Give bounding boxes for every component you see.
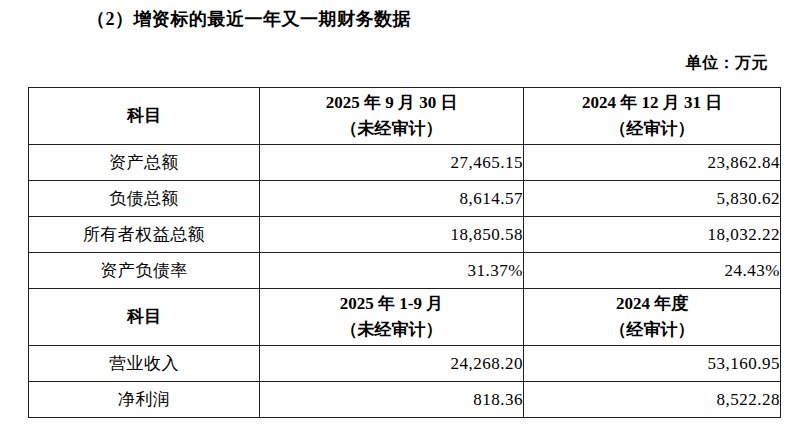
row-label: 负债总额 xyxy=(29,181,260,217)
value-current: 8,614.57 xyxy=(260,181,524,217)
value-prior: 53,160.95 xyxy=(524,346,781,382)
value-prior: 8,522.28 xyxy=(524,382,781,418)
value-prior: 23,862.84 xyxy=(524,145,781,181)
document-page: （2）增资标的最近一年又一期财务数据 单位：万元 科目 2025 年 9 月 3… xyxy=(0,0,800,434)
header-cell-subject: 科目 xyxy=(29,289,260,346)
value-current: 24,268.20 xyxy=(260,346,524,382)
row-label: 资产总额 xyxy=(29,145,260,181)
header-period-current-audit-status: （未经审计） xyxy=(260,116,523,142)
table-row-owners-equity: 所有者权益总额 18,850.58 18,032.22 xyxy=(29,217,781,253)
header-cell-period-prior: 2024 年 12 月 31 日 （经审计） xyxy=(524,88,781,145)
value-prior: 5,830.62 xyxy=(524,181,781,217)
section-heading: （2）增资标的最近一年又一期财务数据 xyxy=(87,7,411,31)
table-row-debt-ratio: 资产负债率 31.37% 24.43% xyxy=(29,253,781,289)
header-period-current-date: 2025 年 9 月 30 日 xyxy=(260,90,523,116)
value-current: 18,850.58 xyxy=(260,217,524,253)
value-prior: 18,032.22 xyxy=(524,217,781,253)
header-cell-period-prior: 2024 年度 （经审计） xyxy=(524,289,781,346)
header-period-prior-date: 2024 年度 xyxy=(524,291,780,317)
table-header-row-income: 科目 2025 年 1-9 月 （未经审计） 2024 年度 （经审计） xyxy=(29,289,781,346)
header-cell-period-current: 2025 年 1-9 月 （未经审计） xyxy=(260,289,524,346)
table-row-total-liabilities: 负债总额 8,614.57 5,830.62 xyxy=(29,181,781,217)
header-cell-subject: 科目 xyxy=(29,88,260,145)
header-period-prior-date: 2024 年 12 月 31 日 xyxy=(524,90,780,116)
value-current: 31.37% xyxy=(260,253,524,289)
header-period-current-audit-status: （未经审计） xyxy=(260,317,523,343)
unit-label: 单位：万元 xyxy=(686,53,769,74)
header-period-prior-audit-status: （经审计） xyxy=(524,317,780,343)
row-label: 资产负债率 xyxy=(29,253,260,289)
value-current: 818.36 xyxy=(260,382,524,418)
header-period-prior-audit-status: （经审计） xyxy=(524,116,780,142)
table-row-net-profit: 净利润 818.36 8,522.28 xyxy=(29,382,781,418)
table-row-operating-revenue: 营业收入 24,268.20 53,160.95 xyxy=(29,346,781,382)
header-period-current-date: 2025 年 1-9 月 xyxy=(260,291,523,317)
table-header-row-balance: 科目 2025 年 9 月 30 日 （未经审计） 2024 年 12 月 31… xyxy=(29,88,781,145)
table-row-total-assets: 资产总额 27,465.15 23,862.84 xyxy=(29,145,781,181)
financial-data-table: 科目 2025 年 9 月 30 日 （未经审计） 2024 年 12 月 31… xyxy=(28,87,781,418)
value-current: 27,465.15 xyxy=(260,145,524,181)
row-label: 营业收入 xyxy=(29,346,260,382)
value-prior: 24.43% xyxy=(524,253,781,289)
header-cell-period-current: 2025 年 9 月 30 日 （未经审计） xyxy=(260,88,524,145)
row-label: 净利润 xyxy=(29,382,260,418)
row-label: 所有者权益总额 xyxy=(29,217,260,253)
